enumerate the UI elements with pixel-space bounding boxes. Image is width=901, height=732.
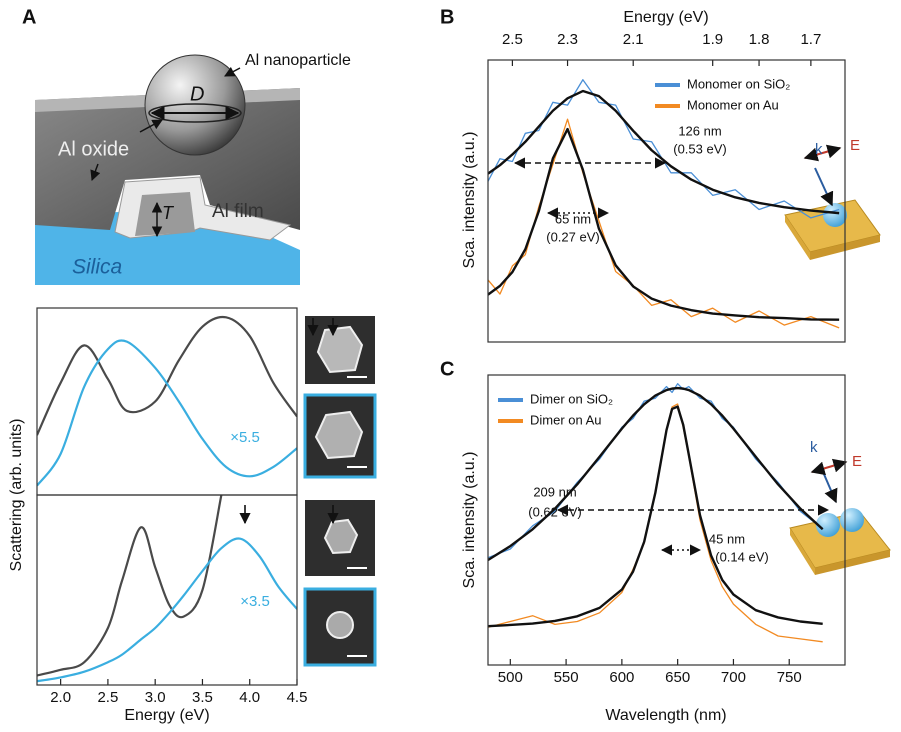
x-tick-label: 550 bbox=[554, 669, 579, 686]
fit-line bbox=[488, 127, 840, 321]
x-tick-label: 1.8 bbox=[749, 31, 770, 48]
chart: 2.5 2.3 2.1 1.9 1.8 1.7 Energy (eV) Sca. intens… bbox=[461, 9, 860, 343]
inset-label: k bbox=[815, 141, 823, 158]
x-axis-label: Wavelength (nm) bbox=[605, 707, 726, 724]
chart: 500 550 600 650 700 750 Wavelength (nm) Sca. in… bbox=[461, 374, 862, 724]
diameter-label: D bbox=[190, 83, 204, 105]
inset-label: E bbox=[850, 137, 860, 154]
oxide-label: Al oxide bbox=[58, 138, 129, 160]
x-tick-label: 2.1 bbox=[623, 31, 644, 48]
series-line bbox=[37, 537, 297, 683]
x-tick-label: 500 bbox=[498, 669, 523, 686]
annotation: (0.62 eV) bbox=[528, 504, 581, 519]
y-axis-label: Sca. intensity (a.u.) bbox=[461, 452, 478, 589]
x-tick-label: 3.5 bbox=[192, 689, 213, 706]
x-tick-label: 2.5 bbox=[97, 689, 118, 706]
fit-line bbox=[488, 386, 824, 562]
x-tick-label: 4.0 bbox=[239, 689, 260, 706]
inset-monomer bbox=[784, 144, 881, 260]
y-axis-label: Sca. intensity (a.u.) bbox=[461, 132, 478, 269]
inset-dimer bbox=[789, 458, 891, 575]
x-tick-label: 2.0 bbox=[50, 689, 71, 706]
panel-label: A bbox=[22, 6, 36, 28]
annotation: ×3.5 bbox=[240, 593, 270, 610]
x-tick-label: 750 bbox=[777, 669, 802, 686]
series-line bbox=[37, 494, 223, 677]
x-tick-label: 600 bbox=[609, 669, 634, 686]
x-tick-label: 1.7 bbox=[800, 31, 821, 48]
x-tick-label: 3.0 bbox=[145, 689, 166, 706]
chart: 2.0 2.5 3.0 3.5 4.0 4.5 Energy (eV) Scattering … bbox=[8, 419, 339, 724]
annotation: (0.14 eV) bbox=[715, 549, 768, 564]
annotation: (0.53 eV) bbox=[673, 141, 726, 156]
schematic bbox=[35, 54, 300, 285]
legend-label: Monomer on SiO₂ bbox=[687, 76, 790, 91]
series-line bbox=[37, 315, 297, 436]
x-tick-label: 4.5 bbox=[287, 689, 308, 706]
annotation: 45 nm bbox=[709, 531, 745, 546]
particle-label: Al nanoparticle bbox=[245, 52, 351, 69]
film-label: Al film bbox=[212, 201, 264, 222]
series-line bbox=[488, 383, 824, 559]
series-line bbox=[488, 79, 840, 219]
x-tick-label: 700 bbox=[721, 669, 746, 686]
series-line bbox=[488, 403, 823, 643]
legend-label: Monomer on Au bbox=[687, 97, 779, 112]
plot-frame bbox=[487, 374, 846, 666]
x-tick-label: 1.9 bbox=[702, 31, 723, 48]
legend-label: Dimer on Au bbox=[530, 412, 602, 427]
thickness-label: T bbox=[162, 203, 175, 223]
annotation: (0.27 eV) bbox=[546, 229, 599, 244]
sem-images bbox=[303, 316, 377, 667]
x-tick-label: 2.5 bbox=[502, 31, 523, 48]
chart: ×5.5 bbox=[36, 307, 339, 496]
x-tick-label: 2.3 bbox=[557, 31, 578, 48]
fit-line bbox=[488, 405, 823, 628]
plot-frame bbox=[487, 59, 846, 343]
fit-line bbox=[488, 89, 840, 215]
plot-frame bbox=[36, 494, 298, 686]
panel-label: C bbox=[440, 358, 454, 380]
panel-label: B bbox=[440, 6, 454, 28]
series-line bbox=[37, 339, 297, 487]
legend-label: Dimer on SiO₂ bbox=[530, 391, 613, 406]
annotation: 209 nm bbox=[533, 484, 576, 499]
x-axis-label: Energy (eV) bbox=[623, 9, 708, 26]
series-line bbox=[488, 118, 840, 329]
inset-label: k bbox=[810, 439, 818, 456]
substrate-label: Silica bbox=[72, 256, 122, 279]
annotation: 126 nm bbox=[678, 123, 721, 138]
y-axis-label: Scattering (arb. units) bbox=[8, 419, 25, 572]
x-axis-label: Energy (eV) bbox=[124, 707, 209, 724]
inset-label: E bbox=[852, 453, 862, 470]
annotation: ×5.5 bbox=[230, 429, 260, 446]
plot-frame bbox=[36, 307, 298, 496]
x-tick-label: 650 bbox=[665, 669, 690, 686]
